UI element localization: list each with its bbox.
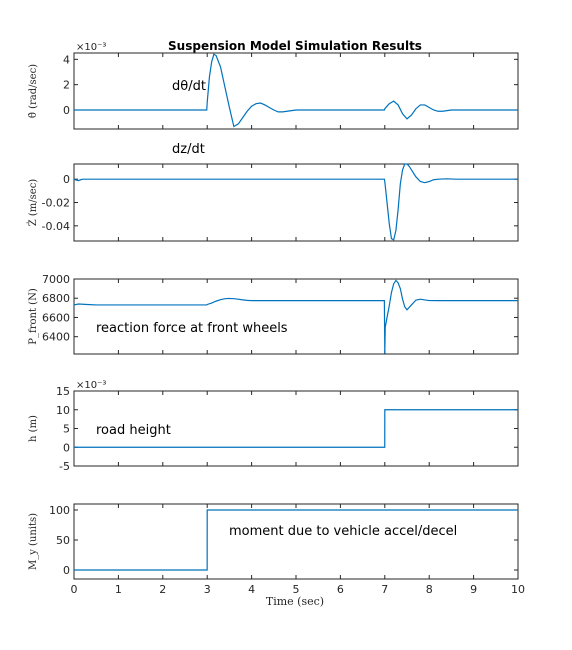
plot-area-frame [73,503,519,580]
y-axis-exponent: ×10⁻³ [76,42,106,53]
y-tick-label: 6600 [42,311,70,324]
y-tick-label: 0 [63,173,70,186]
plot-area-frame [73,163,519,242]
x-tick-label: 3 [204,583,211,596]
subplot-4: -5 0 5 10 15 ×10⁻³ h (m) [28,380,519,473]
plot-area-frame [73,278,519,355]
y-tick-label: 10 [56,404,70,417]
x-tick-label: 8 [426,583,433,596]
y-tick-label: 15 [56,385,70,398]
subplot-2: 0 -0.02 -0.04Ż (m/sec) [27,163,519,242]
y-tick-label: -0.04 [42,220,70,233]
y-tick-label: 100 [49,504,70,517]
series-line [73,279,518,354]
x-tick-label: 4 [248,583,255,596]
x-tick-label: 0 [71,583,78,596]
series-line [73,163,518,241]
y-axis-label: θ̇ (rad/sec) [28,64,39,118]
x-tick-label: 6 [337,583,344,596]
annotation-text: road height [96,423,171,438]
subplot-5: 0 50 100 0 1 2 3 4 5 6 7 8 9 10 M_y (units) [28,503,525,596]
subplot-stack: 0 2 4 ×10⁻³ θ̇ (rad/sec) 0 -0.02 -0.04Ż (m/sec)… [27,42,525,596]
x-axis-label: Time (sec) [266,595,324,608]
annotation-text: moment due to vehicle accel/decel [229,524,457,539]
annotation-text: reaction force at front wheels [96,321,288,336]
x-tick-label: 10 [511,583,525,596]
y-tick-label: 50 [56,534,70,547]
y-tick-label: -0.02 [42,197,70,210]
y-axis-label: M_y (units) [28,513,39,570]
x-tick-label: 9 [470,583,477,596]
series-line [74,509,518,571]
y-tick-label: 7000 [42,273,70,286]
y-axis-label: h (m) [28,415,39,442]
series-line [74,53,518,128]
figure-title: Suspension Model Simulation Results [168,39,422,53]
x-tick-label: 1 [115,583,122,596]
subplot-1: 0 2 4 ×10⁻³ θ̇ (rad/sec) [28,42,519,130]
y-axis-label: Ż (m/sec) [27,179,39,227]
y-tick-label: 0 [63,441,70,454]
y-tick-label: 6400 [42,331,70,344]
y-tick-label: -5 [59,460,70,473]
x-tick-label: 2 [159,583,166,596]
annotation-text: dθ/dt [172,79,206,94]
x-tick-label: 5 [293,583,300,596]
series-line [74,409,518,448]
y-axis-exponent: ×10⁻³ [76,380,106,391]
x-tick-label: 7 [381,583,388,596]
y-tick-label: 2 [63,79,70,92]
plot-area-frame [73,52,519,130]
plot-area-frame [73,390,519,467]
annotation-text: dz/dt [172,142,205,157]
y-tick-label: 6800 [42,292,70,305]
y-tick-label: 5 [63,423,70,436]
y-axis-label: P_front (N) [28,288,39,345]
y-tick-label: 0 [63,104,70,117]
y-tick-label: 0 [63,564,70,577]
y-tick-label: 4 [63,53,70,66]
